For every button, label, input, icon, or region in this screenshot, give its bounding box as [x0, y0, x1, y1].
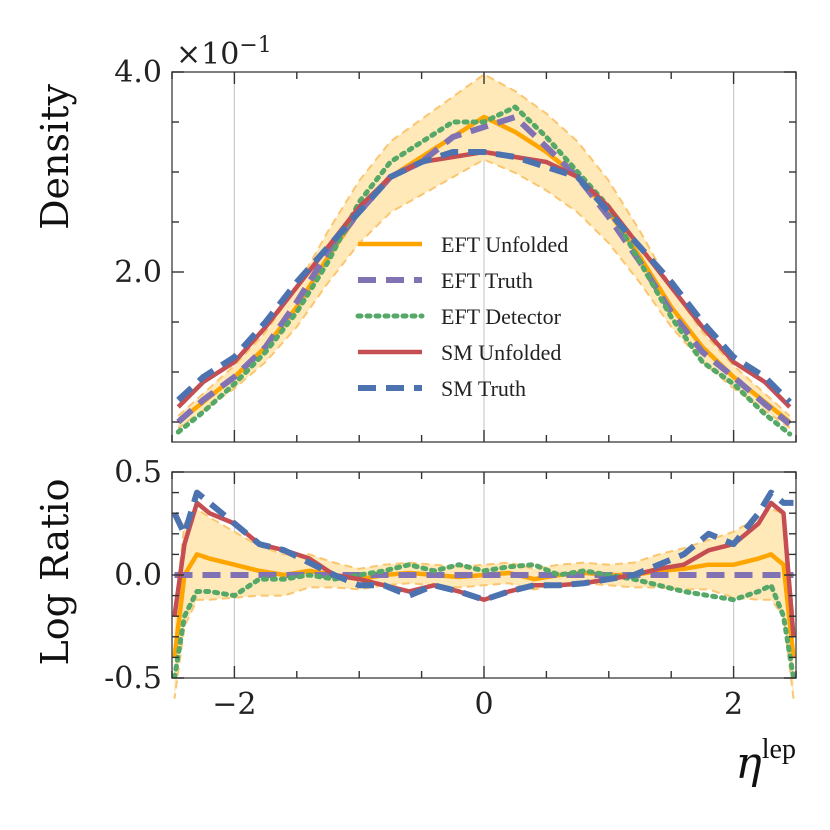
- log-ratio-panel: 0.5 0.0 -0.5 −2 0 2 Log Ratio ηlep: [33, 455, 797, 789]
- density-ytick-labels: 2.0 4.0: [114, 55, 162, 290]
- ratio-series-eft-detector: [172, 562, 796, 678]
- ratio-xlabel: ηlep: [735, 734, 796, 789]
- xlabel-eta: η: [735, 738, 761, 789]
- ratio-uncertainty-band: [173, 507, 795, 699]
- ratio-series-group: [172, 489, 796, 678]
- ratio-band-lower-edge: [173, 582, 795, 699]
- legend-label-sm-unfolded: SM Unfolded: [441, 340, 561, 365]
- density-multiplier: ×10−1: [176, 33, 272, 72]
- ratio-ytick-labels: 0.5 0.0 -0.5: [104, 455, 162, 696]
- ratio-series-sm-unfolded: [172, 500, 796, 637]
- density-panel: 2.0 4.0 Density ×10−1 EFT Unfolded EFT Tru…: [33, 33, 797, 443]
- ratio-ylabel: Log Ratio: [33, 479, 77, 666]
- ratio-band-upper-edge: [173, 507, 795, 617]
- legend-label-eft-unfolded: EFT Unfolded: [441, 232, 568, 257]
- legend-label-eft-detector: EFT Detector: [441, 304, 562, 329]
- density-ticks: [171, 71, 797, 442]
- density-series-group: [175, 104, 793, 437]
- ratio-ytick-label: -0.5: [104, 661, 162, 696]
- ratio-xtick-label: 2: [724, 687, 743, 722]
- density-uncertainty-band: [177, 73, 791, 429]
- density-series-eft-truth: [176, 114, 792, 427]
- multiplier-exponent: −1: [239, 33, 271, 58]
- density-ylabel: Density: [33, 84, 77, 230]
- density-series-eft-unfolded: [176, 114, 792, 424]
- density-ytick-label: 4.0: [114, 55, 162, 90]
- legend: EFT Unfolded EFT Truth EFT Detector SM Unfo…: [355, 232, 568, 401]
- ratio-ytick-label: 0.0: [114, 558, 162, 593]
- ratio-xtick-label: −2: [212, 687, 256, 722]
- ratio-ticks: [171, 471, 797, 679]
- density-band-fill: [178, 74, 790, 429]
- ratio-xtick-labels: −2 0 2: [212, 687, 743, 722]
- legend-label-eft-truth: EFT Truth: [441, 268, 533, 293]
- legend-label-sm-truth: SM Truth: [441, 376, 526, 401]
- density-series-eft-detector: [175, 104, 793, 437]
- xlabel-sup: lep: [762, 734, 796, 765]
- density-series-sm-truth: [176, 149, 792, 405]
- ratio-ytick-label: 0.5: [114, 455, 162, 490]
- density-ytick-label: 2.0: [114, 255, 162, 290]
- multiplier-base: ×10: [176, 37, 239, 72]
- ratio-xtick-label: 0: [474, 687, 493, 722]
